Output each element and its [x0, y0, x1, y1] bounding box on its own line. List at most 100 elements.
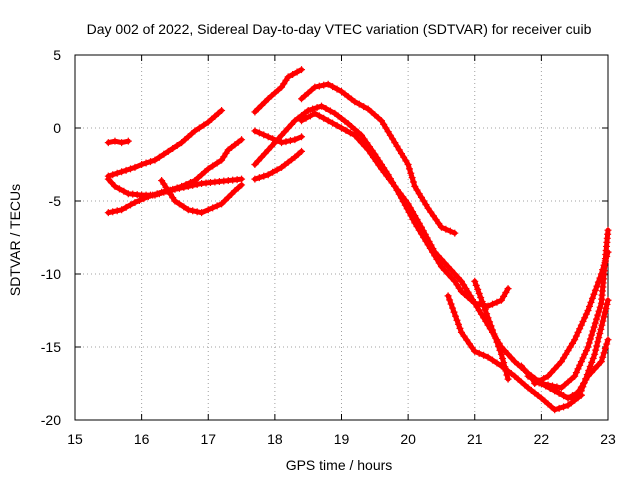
- data-point: [572, 332, 580, 340]
- data-point: [464, 288, 472, 296]
- data-point: [503, 371, 511, 379]
- data-point: [456, 324, 464, 332]
- data-point: [593, 342, 601, 350]
- data-point: [255, 174, 263, 182]
- data-point: [574, 365, 582, 373]
- data-point: [153, 190, 161, 198]
- x-tick-label: 23: [600, 431, 616, 447]
- data-point: [560, 354, 568, 362]
- data-point: [590, 290, 598, 298]
- data-point: [582, 376, 590, 384]
- data-point: [260, 172, 268, 180]
- data-point: [599, 317, 607, 325]
- data-point: [596, 274, 604, 282]
- data-point: [264, 133, 272, 141]
- data-point: [432, 216, 440, 224]
- data-point: [417, 223, 425, 231]
- data-point: [591, 319, 599, 327]
- y-tick-label: 0: [53, 120, 61, 136]
- data-point: [560, 392, 568, 400]
- data-point: [429, 245, 437, 253]
- data-point: [504, 350, 512, 358]
- data-point: [142, 159, 150, 167]
- data-point: [140, 195, 148, 203]
- data-point: [594, 311, 602, 319]
- data-point: [135, 197, 143, 205]
- data-point: [447, 274, 455, 282]
- data-point: [577, 358, 585, 366]
- data-point: [360, 103, 368, 111]
- data-point: [603, 340, 611, 348]
- data-point: [452, 312, 460, 320]
- data-point: [360, 135, 368, 143]
- data-point: [437, 223, 445, 231]
- data-point: [600, 261, 608, 269]
- data-point: [593, 282, 601, 290]
- data-point: [160, 150, 168, 158]
- data-point: [268, 142, 276, 150]
- data-point: [113, 169, 121, 177]
- data-point: [357, 139, 365, 147]
- data-point: [450, 308, 458, 316]
- data-point: [478, 298, 486, 306]
- data-point: [594, 361, 602, 369]
- data-point: [333, 122, 341, 130]
- data-point: [600, 313, 608, 321]
- series-s7: [251, 66, 306, 116]
- data-point: [460, 332, 468, 340]
- data-point: [224, 193, 232, 201]
- data-point: [401, 196, 409, 204]
- data-point: [554, 361, 562, 369]
- data-point: [109, 171, 117, 179]
- data-point: [484, 353, 492, 361]
- data-point: [463, 336, 471, 344]
- data-point: [475, 349, 483, 357]
- data-point: [601, 309, 609, 317]
- data-point: [393, 142, 401, 150]
- data-point: [402, 157, 410, 165]
- data-point: [288, 120, 296, 128]
- data-point: [588, 331, 596, 339]
- data-point: [531, 380, 539, 387]
- data-point: [493, 338, 501, 346]
- series-line: [105, 107, 225, 179]
- y-tick-label: 5: [53, 47, 61, 63]
- data-point: [124, 137, 132, 145]
- data-point: [571, 394, 579, 402]
- series-s1: [104, 137, 132, 147]
- data-point: [313, 104, 321, 112]
- series-s8: [251, 147, 306, 183]
- data-point: [596, 303, 604, 311]
- data-point: [395, 146, 403, 154]
- data-point: [254, 157, 262, 165]
- data-point: [193, 180, 201, 188]
- data-point: [471, 347, 479, 355]
- data-point: [591, 365, 599, 373]
- x-tick-label: 15: [67, 431, 83, 447]
- data-point: [571, 372, 579, 380]
- data-point: [564, 394, 572, 402]
- data-point: [484, 314, 492, 322]
- data-point: [411, 182, 419, 190]
- y-tick-label: -5: [49, 193, 62, 209]
- series-s13: [471, 277, 512, 383]
- data-point: [375, 161, 383, 169]
- data-point: [354, 135, 362, 143]
- data-point: [274, 135, 282, 143]
- data-point: [164, 147, 172, 155]
- data-point: [255, 129, 263, 137]
- data-point: [122, 203, 130, 211]
- data-point: [180, 203, 188, 211]
- data-point: [404, 200, 412, 208]
- x-tick-label: 16: [134, 431, 150, 447]
- data-point: [171, 185, 179, 193]
- data-point: [489, 300, 497, 308]
- data-point: [113, 207, 121, 215]
- data-point: [437, 255, 445, 263]
- data-point: [446, 227, 454, 235]
- data-point: [599, 353, 607, 361]
- data-point: [180, 183, 188, 191]
- data-point: [329, 119, 337, 127]
- data-point: [584, 372, 592, 380]
- data-point: [427, 241, 435, 249]
